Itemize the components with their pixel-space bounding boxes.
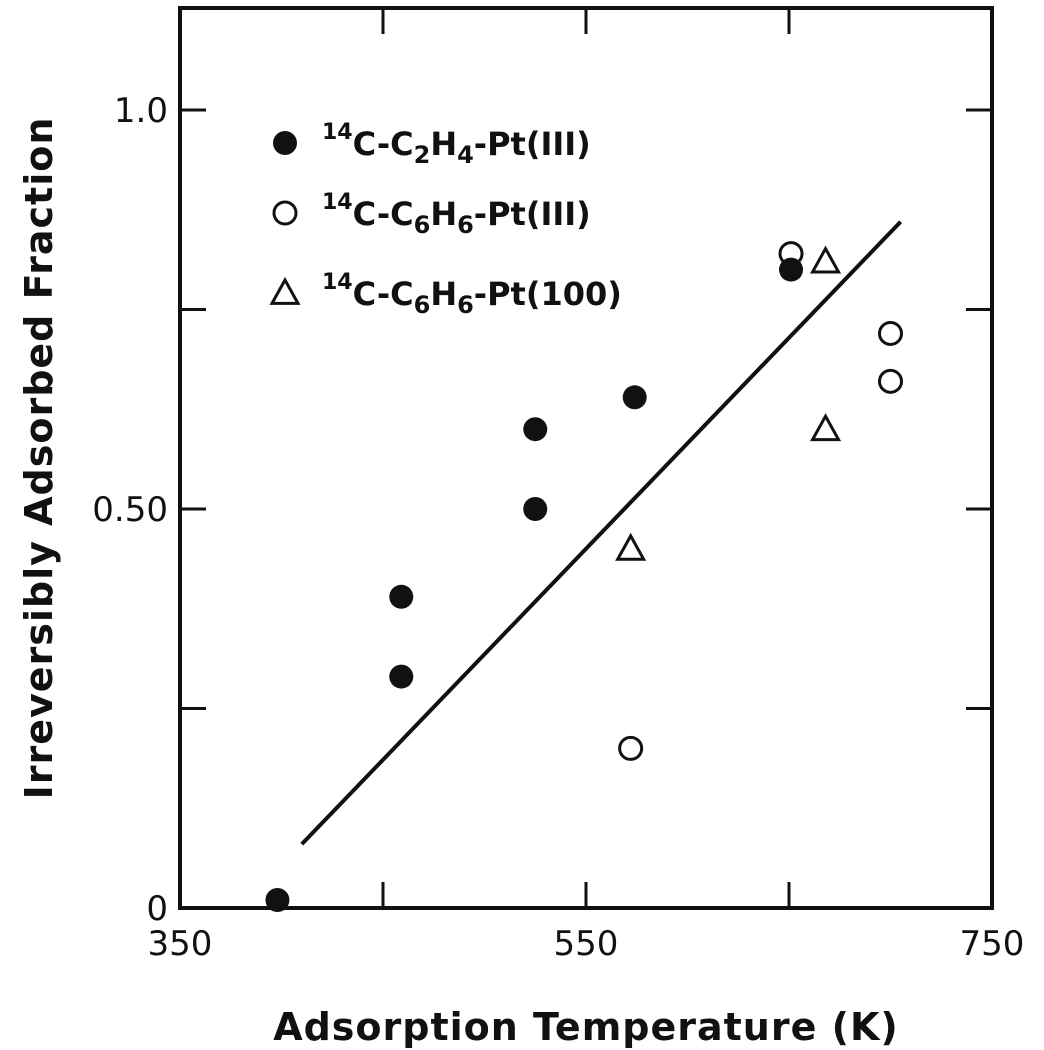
data-point-series-3 bbox=[615, 532, 647, 561]
data-point-series-3 bbox=[809, 413, 842, 442]
ticks-layer bbox=[180, 8, 992, 908]
x-tick-label: 750 bbox=[960, 924, 1025, 964]
fit-line-layer bbox=[300, 220, 903, 846]
y-tick-label: 1.0 bbox=[114, 91, 168, 131]
legend-label-2: 14C-C6H6-Pt(III) bbox=[322, 190, 591, 239]
data-point-series-1 bbox=[389, 664, 414, 689]
legend: 14C-C2H4-Pt(III) 14C-C6H6-Pt(III) 14C-C6H6… bbox=[269, 120, 622, 319]
fit-line bbox=[300, 220, 903, 846]
legend-marker-1 bbox=[273, 131, 297, 155]
legend-label-3: 14C-C6H6-Pt(100) bbox=[322, 270, 622, 319]
data-point-series-1 bbox=[265, 888, 290, 913]
y-axis-title: Irreversibly Adsorbed Fraction bbox=[17, 117, 61, 800]
y-tick-label: 0 bbox=[146, 889, 168, 929]
data-point-series-2 bbox=[778, 241, 804, 267]
data-points-layer bbox=[265, 241, 903, 913]
data-point-series-1 bbox=[389, 584, 414, 609]
data-point-series-2 bbox=[878, 320, 903, 346]
legend-marker-2 bbox=[272, 200, 298, 226]
x-axis-title: Adsorption Temperature (K) bbox=[273, 1005, 899, 1049]
y-tick-label: 0.50 bbox=[92, 490, 168, 530]
tick-labels-layer: 350 550 750 0 0.50 1.0 bbox=[92, 91, 1024, 964]
legend-label-1: 14C-C2H4-Pt(III) bbox=[322, 120, 591, 169]
x-tick-label: 350 bbox=[148, 924, 213, 964]
data-point-series-2 bbox=[618, 735, 644, 761]
data-point-series-1 bbox=[523, 497, 548, 521]
data-point-series-1 bbox=[622, 385, 647, 410]
data-point-series-3 bbox=[809, 245, 842, 274]
x-tick-label: 550 bbox=[554, 924, 619, 964]
legend-marker-3 bbox=[269, 276, 301, 305]
data-point-series-1 bbox=[523, 417, 548, 442]
data-point-series-2 bbox=[878, 368, 903, 394]
